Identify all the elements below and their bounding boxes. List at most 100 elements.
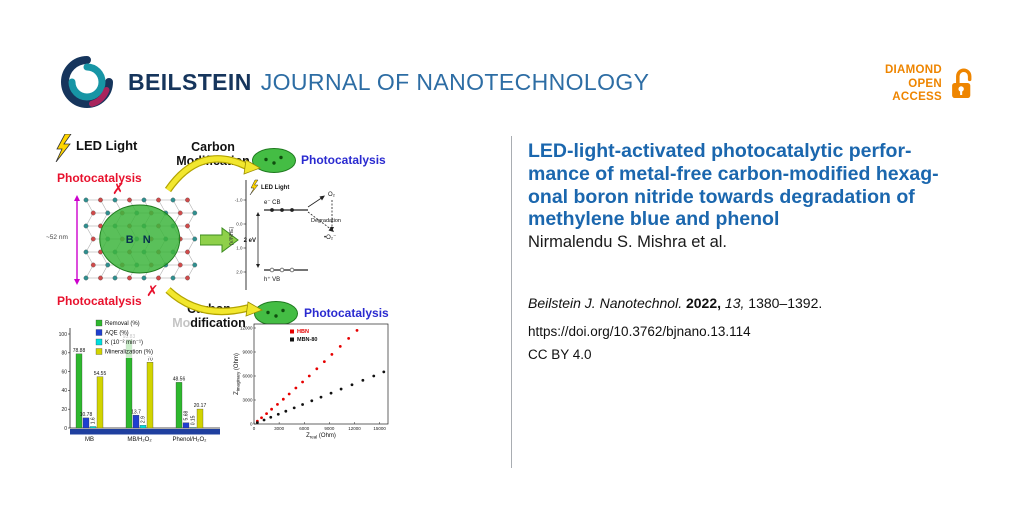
- electron-dot: [280, 208, 284, 212]
- carbon-modification-label-top: Carbon Modification: [170, 140, 256, 168]
- scatter-point: [361, 378, 365, 382]
- citation-year: 2022,: [685, 295, 722, 311]
- scatter-point: [329, 391, 333, 395]
- category-label: MB: [85, 437, 94, 443]
- atom: [177, 210, 183, 216]
- citation-journal: Beilstein J. Nanotechnol.: [528, 295, 683, 311]
- citation: Beilstein J. Nanotechnol. 2022, 13, 1380…: [528, 295, 822, 311]
- bond: [85, 199, 94, 214]
- bar-value-label: 2.9: [141, 416, 147, 423]
- bar-value-label: 20.17: [194, 403, 207, 409]
- article-authors: Nirmalendu S. Mishra et al.: [528, 233, 727, 251]
- scatter-point: [294, 386, 298, 390]
- atom: [98, 275, 103, 281]
- axis-band: [70, 429, 220, 435]
- carbon-modified-particle-top: [252, 148, 296, 173]
- hole-dot: [289, 267, 295, 273]
- band-tick: 2.0: [236, 270, 243, 275]
- plot-frame: [253, 323, 389, 425]
- band-tick: 1.0: [236, 246, 243, 251]
- carbon-dot: [264, 157, 268, 162]
- y-tick-label: 100: [59, 332, 68, 338]
- logo-arc-teal: [68, 63, 106, 101]
- divider: [511, 136, 512, 468]
- scatter-point: [315, 367, 319, 371]
- x-axis-label: Zreal (Ohm): [306, 433, 336, 440]
- superoxide-label: •O₂⁻: [324, 235, 336, 241]
- legend-label: AQE (%): [105, 331, 129, 337]
- scatter-point: [382, 370, 386, 374]
- atom: [127, 275, 132, 281]
- hbn-lattice-illustration: B N: [74, 195, 198, 285]
- oa-line-2: OPEN: [908, 77, 942, 90]
- scatter-point: [330, 353, 334, 356]
- scatter-point: [339, 387, 343, 391]
- block-arrow-shape: [200, 227, 239, 253]
- carbon-dot: [281, 308, 285, 313]
- atom: [185, 275, 190, 281]
- bond: [158, 264, 167, 279]
- red-cross-icon-top: ✗: [112, 181, 125, 198]
- atom: [170, 275, 176, 281]
- legend-label: Removal (%): [105, 321, 140, 327]
- carbon-dot: [272, 161, 276, 165]
- scatter-point: [281, 397, 285, 401]
- particle-size-label: ~52 nm: [46, 234, 68, 241]
- bar: [175, 382, 183, 429]
- bond: [85, 225, 94, 240]
- tspan: (Ohm): [234, 353, 240, 372]
- x-tick-label: 15000: [373, 426, 386, 431]
- bar: [146, 362, 154, 429]
- atom: [185, 249, 190, 255]
- legend-swatch: [95, 329, 103, 336]
- bond: [100, 264, 109, 279]
- y-tick-label: 40: [61, 388, 67, 394]
- doi-link[interactable]: https://doi.org/10.3762/bjnano.13.114: [528, 324, 751, 339]
- x-tick-label: 6000: [299, 426, 310, 431]
- y-tick-label: 12000: [240, 326, 253, 331]
- atom: [105, 262, 111, 268]
- bar: [75, 353, 83, 429]
- small-lightning-bolt-icon: [249, 179, 259, 196]
- scatter-point: [372, 374, 376, 378]
- atom: [185, 223, 190, 229]
- legend-label: HBN: [297, 329, 309, 335]
- photocatalysis-active-label-bottom: Photocatalysis: [304, 306, 389, 320]
- oa-line-1: DIAMOND: [884, 64, 942, 76]
- polygon: [74, 195, 80, 201]
- bar-value-label: 78.88: [73, 348, 86, 354]
- degradation-label: Degradation: [311, 218, 341, 224]
- bar: [139, 425, 147, 429]
- bond: [85, 212, 94, 227]
- y-tick-label: 3000: [242, 398, 253, 403]
- scatter-point: [301, 403, 304, 406]
- photocatalysis-blocked-label-top: Photocatalysis: [57, 171, 142, 185]
- bond: [187, 225, 196, 240]
- right-block-arrow-icon: [200, 227, 239, 253]
- lock-keyhole: [958, 86, 964, 93]
- scatter-point: [338, 345, 342, 348]
- legend-swatch: [290, 329, 294, 334]
- journal-name: BEILSTEIN JOURNAL OF NANOTECHNOLOGY: [128, 55, 649, 109]
- atom: [83, 223, 89, 229]
- atom: [192, 210, 198, 216]
- y-axis-label: Zimaginary (Ohm): [234, 353, 241, 395]
- y-tick-label: 0: [250, 422, 253, 427]
- photocatalysis-blocked-label-bottom: Photocatalysis: [57, 294, 142, 308]
- nyquist-scatter-plot: 0 3000 6000 9000 12000 15000 0 3000 6000 9000 1200…: [234, 323, 389, 440]
- title-line-1: LED-light-activated photocatalytic perfo…: [528, 140, 912, 162]
- atom: [98, 197, 103, 203]
- scatter-point: [310, 399, 314, 403]
- bar-value-label: 70: [147, 356, 153, 362]
- carbon-word: Carbon: [191, 140, 235, 154]
- legend-swatch: [290, 337, 294, 342]
- atom: [177, 262, 183, 268]
- bond: [172, 264, 181, 279]
- atom: [90, 236, 96, 242]
- band-tick: 0.0: [236, 222, 243, 227]
- bond: [100, 199, 109, 214]
- logo-arc-crimson: [89, 87, 110, 107]
- band-gap-label: 2 eV: [244, 238, 256, 244]
- lock-keyhole-slot: [960, 90, 963, 96]
- open-access-lock-icon: [952, 68, 972, 99]
